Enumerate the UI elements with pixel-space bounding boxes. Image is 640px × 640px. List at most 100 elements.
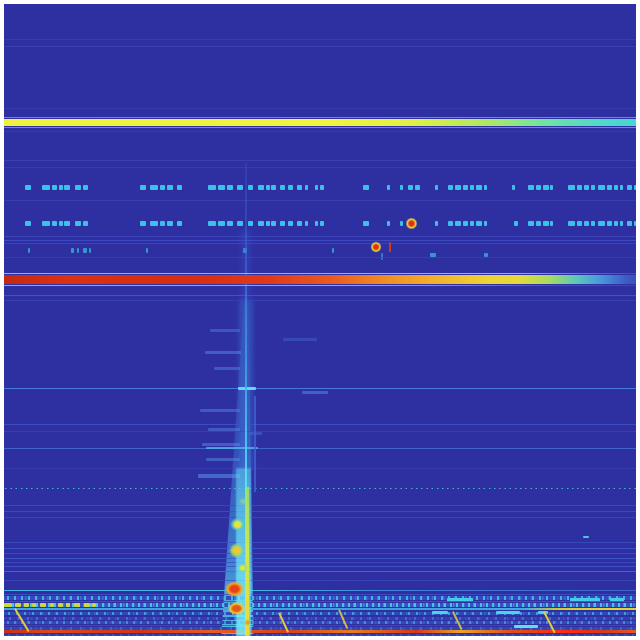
- faint-line: [0, 561, 640, 563]
- dash-row-2: [237, 221, 243, 226]
- dash-row-1: [620, 185, 623, 190]
- dash-row-2: [320, 221, 324, 226]
- cyan-line: [0, 589, 640, 592]
- dash-row-1: [167, 185, 173, 190]
- bottom-speckle: [0, 602, 640, 607]
- dotted-row: [0, 487, 640, 490]
- faint-line: [0, 565, 640, 567]
- yellow-dash-row-left: [15, 603, 21, 607]
- cyan-patch: [514, 625, 538, 629]
- dash-row-2: [514, 221, 518, 226]
- bright-cyan-dashes: [496, 611, 520, 614]
- red-tick: [389, 242, 392, 252]
- dash-row-1: [288, 185, 293, 190]
- dash-row-1: [177, 185, 182, 190]
- dash-row-1: [463, 185, 468, 190]
- dash-row-2: [470, 221, 474, 226]
- smear: [283, 338, 317, 341]
- dash-row-2: [435, 221, 438, 226]
- faint-line: [0, 541, 640, 543]
- dash-row-2: [455, 221, 461, 226]
- faint-line: [0, 299, 640, 301]
- smear: [214, 367, 240, 370]
- dash-row-2: [280, 221, 285, 226]
- yellow-dash-row-left: [24, 603, 29, 607]
- dash-row-2: [218, 221, 225, 226]
- faint-line: [0, 552, 640, 554]
- dash-row-2: [484, 221, 487, 226]
- dash-row-1: [536, 185, 541, 190]
- dash-row-2: [42, 221, 50, 226]
- dash-row-2: [568, 221, 575, 226]
- dash-row-1: [140, 185, 146, 190]
- smear: [250, 432, 262, 435]
- faint-line: [0, 166, 640, 168]
- yellow-band-upper-edge: [0, 117, 640, 119]
- dash-row-2: [160, 221, 165, 226]
- dash-row-1: [83, 185, 88, 190]
- dash-row-2: [543, 221, 549, 226]
- faint-line: [0, 579, 640, 581]
- dash-row-1: [455, 185, 461, 190]
- dash-row-2: [634, 221, 638, 226]
- smear: [206, 458, 240, 461]
- smear: [210, 329, 240, 332]
- faint-line: [0, 236, 640, 238]
- dash-row-2: [614, 221, 618, 226]
- dash-row-1: [614, 185, 618, 190]
- dash-row-2: [248, 221, 253, 226]
- dash-row-2: [167, 221, 173, 226]
- yellow-dash-row-left: [66, 603, 70, 607]
- dash-row-2: [150, 221, 158, 226]
- bottom-speckle: [0, 633, 640, 636]
- dash-row-3: [83, 248, 87, 253]
- dash-row-1: [271, 185, 276, 190]
- dash-row-1: [634, 185, 638, 190]
- dash-row-1: [227, 185, 233, 190]
- streak-blob-faint: [237, 497, 250, 506]
- yellow-dash-row-left: [32, 603, 36, 607]
- dash-row-2: [476, 221, 482, 226]
- dash-row-1: [476, 185, 482, 190]
- faint-line: [0, 547, 640, 549]
- dash-row-1: [320, 185, 324, 190]
- smear: [208, 428, 240, 431]
- dash-row-1: [543, 185, 549, 190]
- bright-cyan-dashes: [570, 598, 600, 602]
- dash-row-2: [363, 221, 369, 226]
- dash-row-3: [28, 248, 30, 253]
- dash-row-1: [607, 185, 612, 190]
- dash-row-1: [59, 185, 63, 190]
- dash-row-1: [280, 185, 285, 190]
- dash-row-1: [408, 185, 413, 190]
- faint-line: [0, 38, 640, 40]
- dash-row-1: [266, 185, 270, 190]
- dash-row-2: [227, 221, 233, 226]
- yellow-dash-row-left: [74, 603, 80, 607]
- dash-row-1: [598, 185, 605, 190]
- dash-row-3: [89, 248, 91, 253]
- dash-row-1: [297, 185, 302, 190]
- smear: [205, 351, 241, 354]
- streak-blob-yellow: [228, 516, 247, 533]
- red-band: [0, 274, 640, 284]
- dash-row-3b: [484, 253, 488, 257]
- dash-row-2: [52, 221, 57, 226]
- dash-row-2: [297, 221, 302, 226]
- red-band-upper-edge: [0, 272, 640, 275]
- dash-row-2: [266, 221, 270, 226]
- dash-row-1: [470, 185, 474, 190]
- faint-line: [0, 467, 640, 469]
- dash-row-2: [536, 221, 541, 226]
- faint-line: [0, 430, 640, 432]
- dash-row-2: [584, 221, 589, 226]
- bottom-speckle: [0, 616, 640, 620]
- faint-line: [0, 199, 640, 201]
- bright-cyan-dashes: [447, 598, 473, 602]
- dash-row-1: [305, 185, 308, 190]
- dash-row-1: [387, 185, 390, 190]
- smear: [198, 474, 240, 478]
- faint-line: [0, 243, 640, 245]
- dash-row-1: [315, 185, 318, 190]
- bottom-line: [0, 600, 640, 602]
